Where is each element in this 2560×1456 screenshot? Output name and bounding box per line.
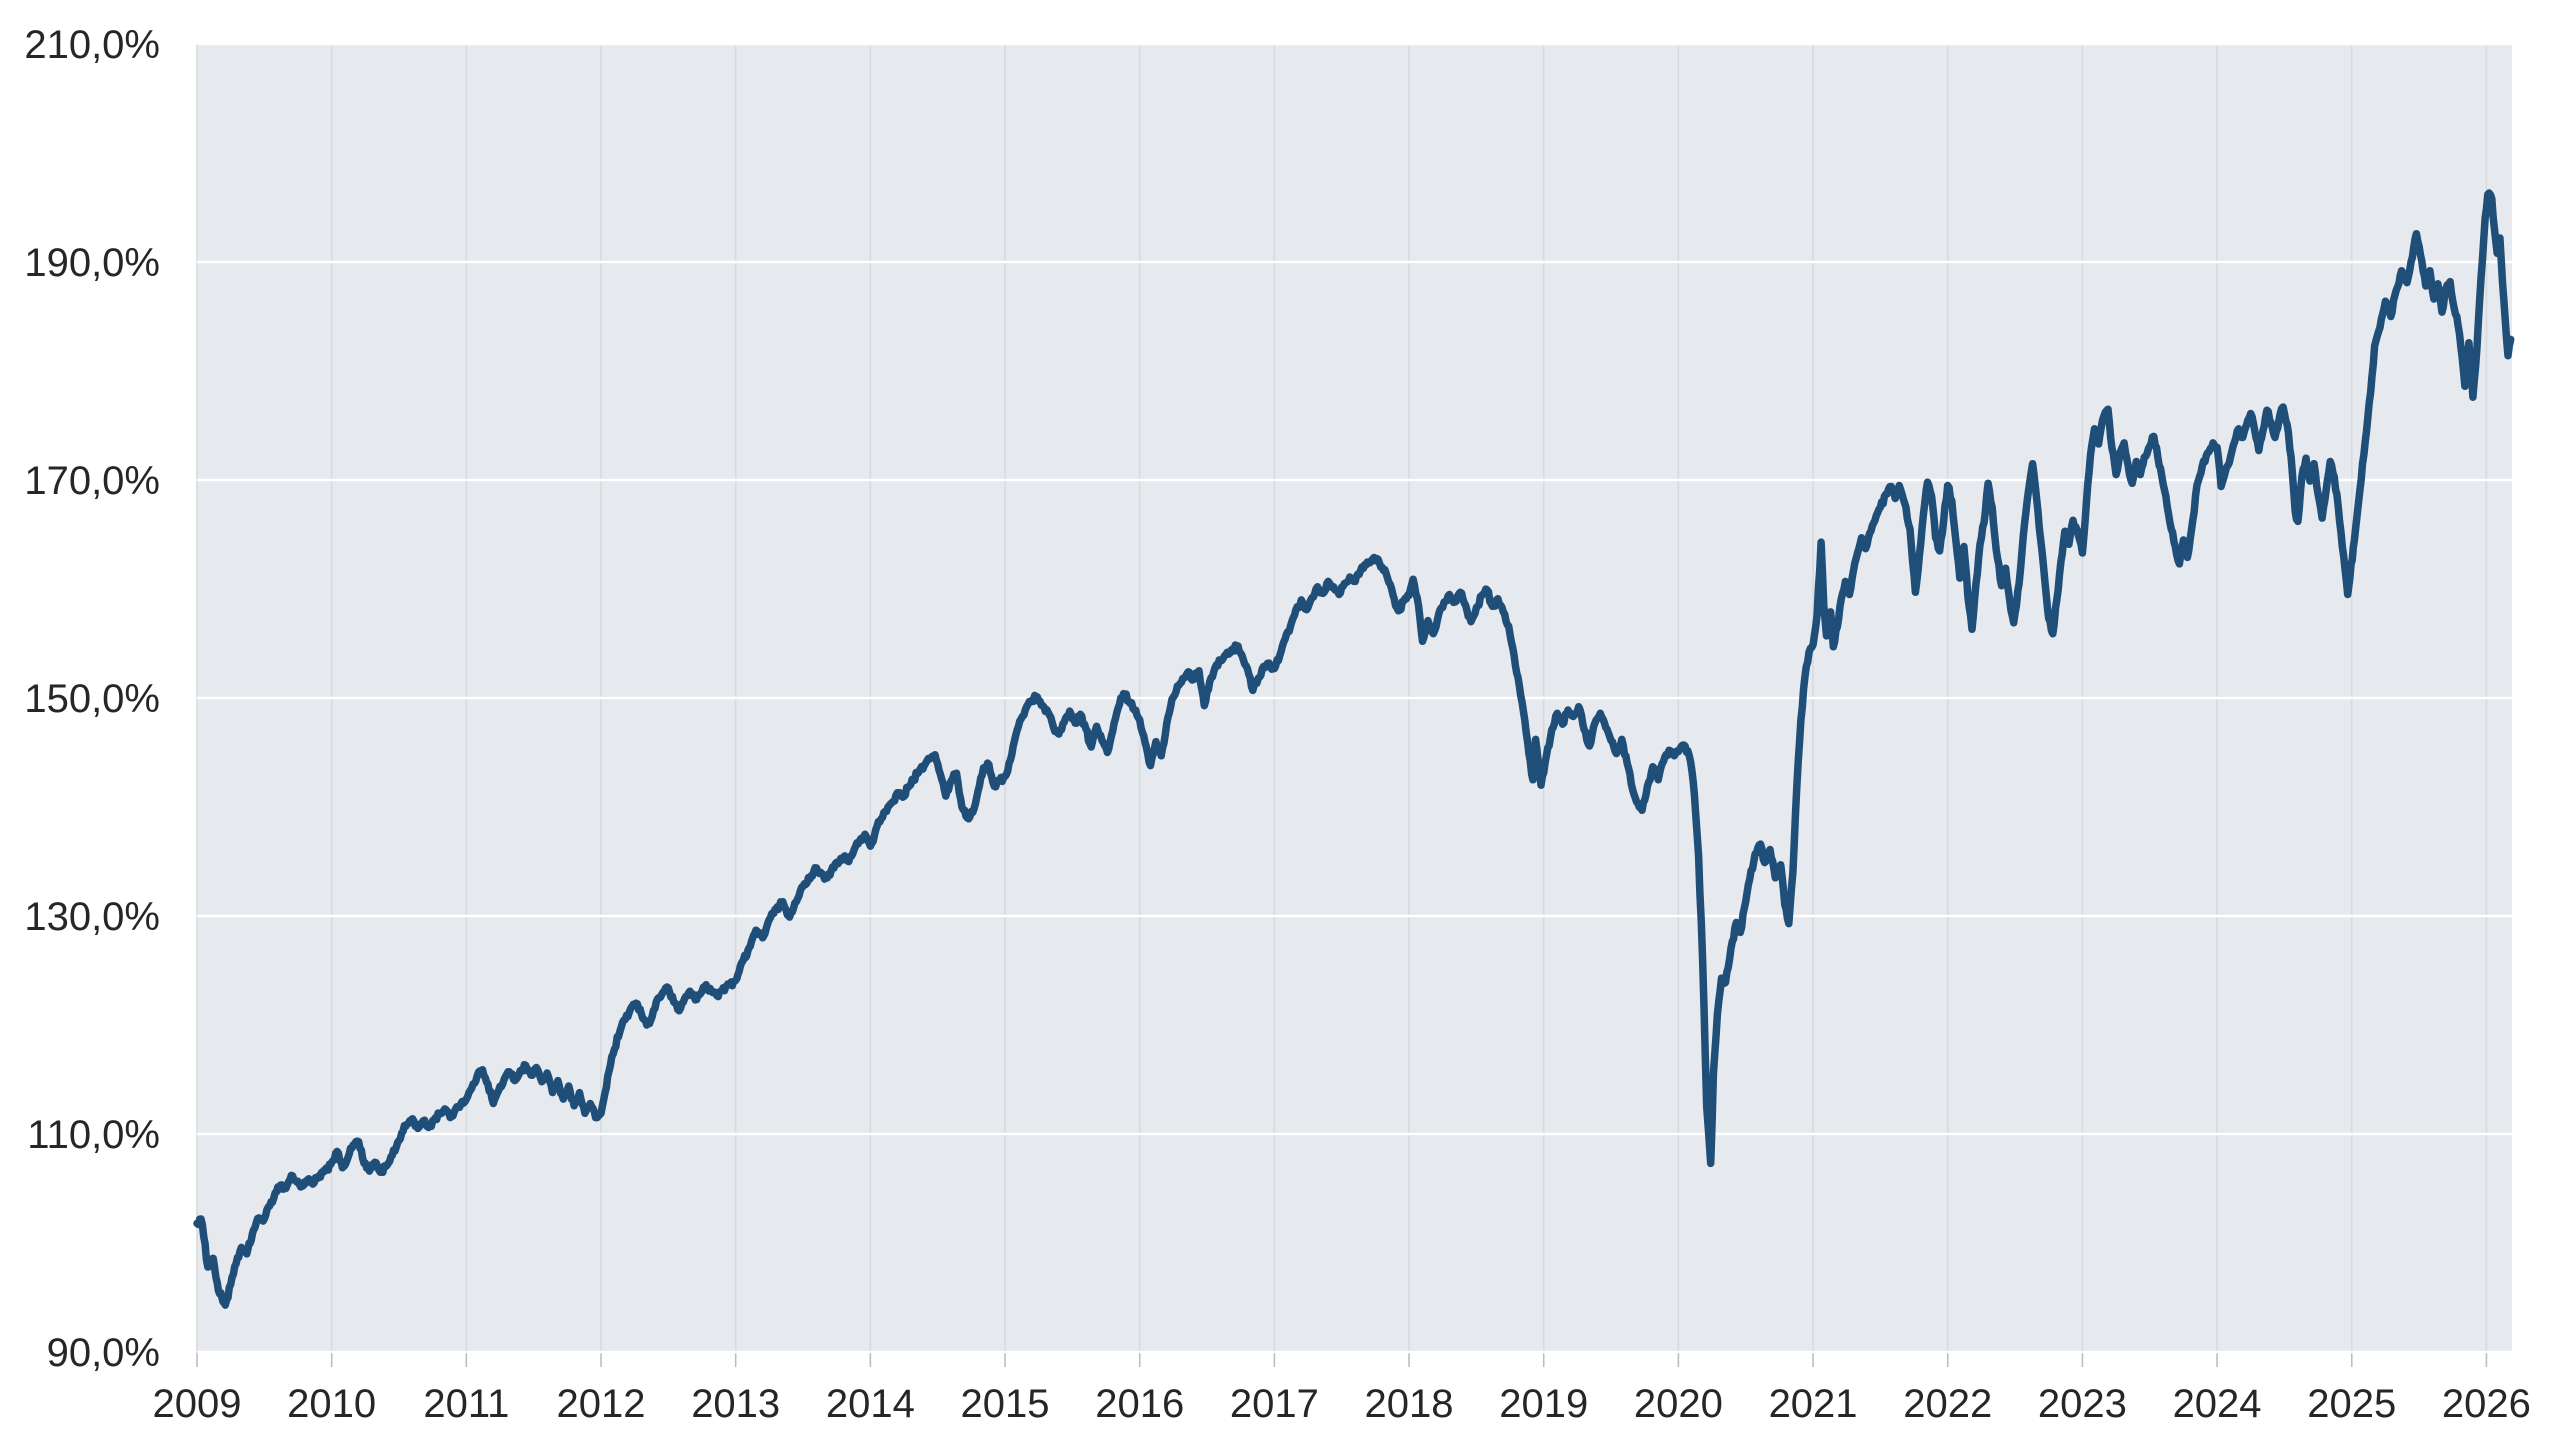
- x-axis-label: 2017: [1230, 1382, 1319, 1426]
- y-axis-label: 130,0%: [24, 895, 160, 939]
- x-axis-label: 2012: [557, 1382, 646, 1426]
- x-axis-label: 2010: [287, 1382, 376, 1426]
- x-axis-label: 2009: [153, 1382, 242, 1426]
- x-axis-label: 2019: [1499, 1382, 1588, 1426]
- y-axis-label: 110,0%: [27, 1113, 160, 1157]
- x-axis-label: 2013: [691, 1382, 780, 1426]
- x-axis-label: 2018: [1365, 1382, 1454, 1426]
- x-axis-label: 2022: [1903, 1382, 1992, 1426]
- x-axis-label: 2014: [826, 1382, 915, 1426]
- x-axis-label: 2025: [2307, 1382, 2396, 1426]
- x-axis-label: 2026: [2442, 1382, 2531, 1426]
- x-axis-label: 2024: [2173, 1382, 2262, 1426]
- x-axis-label: 2011: [423, 1382, 509, 1426]
- y-axis-label: 190,0%: [24, 241, 160, 285]
- x-axis-label: 2021: [1769, 1382, 1858, 1426]
- x-axis-label: 2016: [1095, 1382, 1184, 1426]
- x-axis-label: 2020: [1634, 1382, 1723, 1426]
- y-axis-label: 170,0%: [24, 459, 160, 503]
- performance-line: [193, 189, 2515, 1309]
- x-axis-label: 2015: [961, 1382, 1050, 1426]
- y-axis-label: 210,0%: [24, 23, 160, 67]
- x-axis-label: 2023: [2038, 1382, 2127, 1426]
- y-axis-label: 90,0%: [47, 1331, 160, 1375]
- y-axis-label: 150,0%: [24, 677, 160, 721]
